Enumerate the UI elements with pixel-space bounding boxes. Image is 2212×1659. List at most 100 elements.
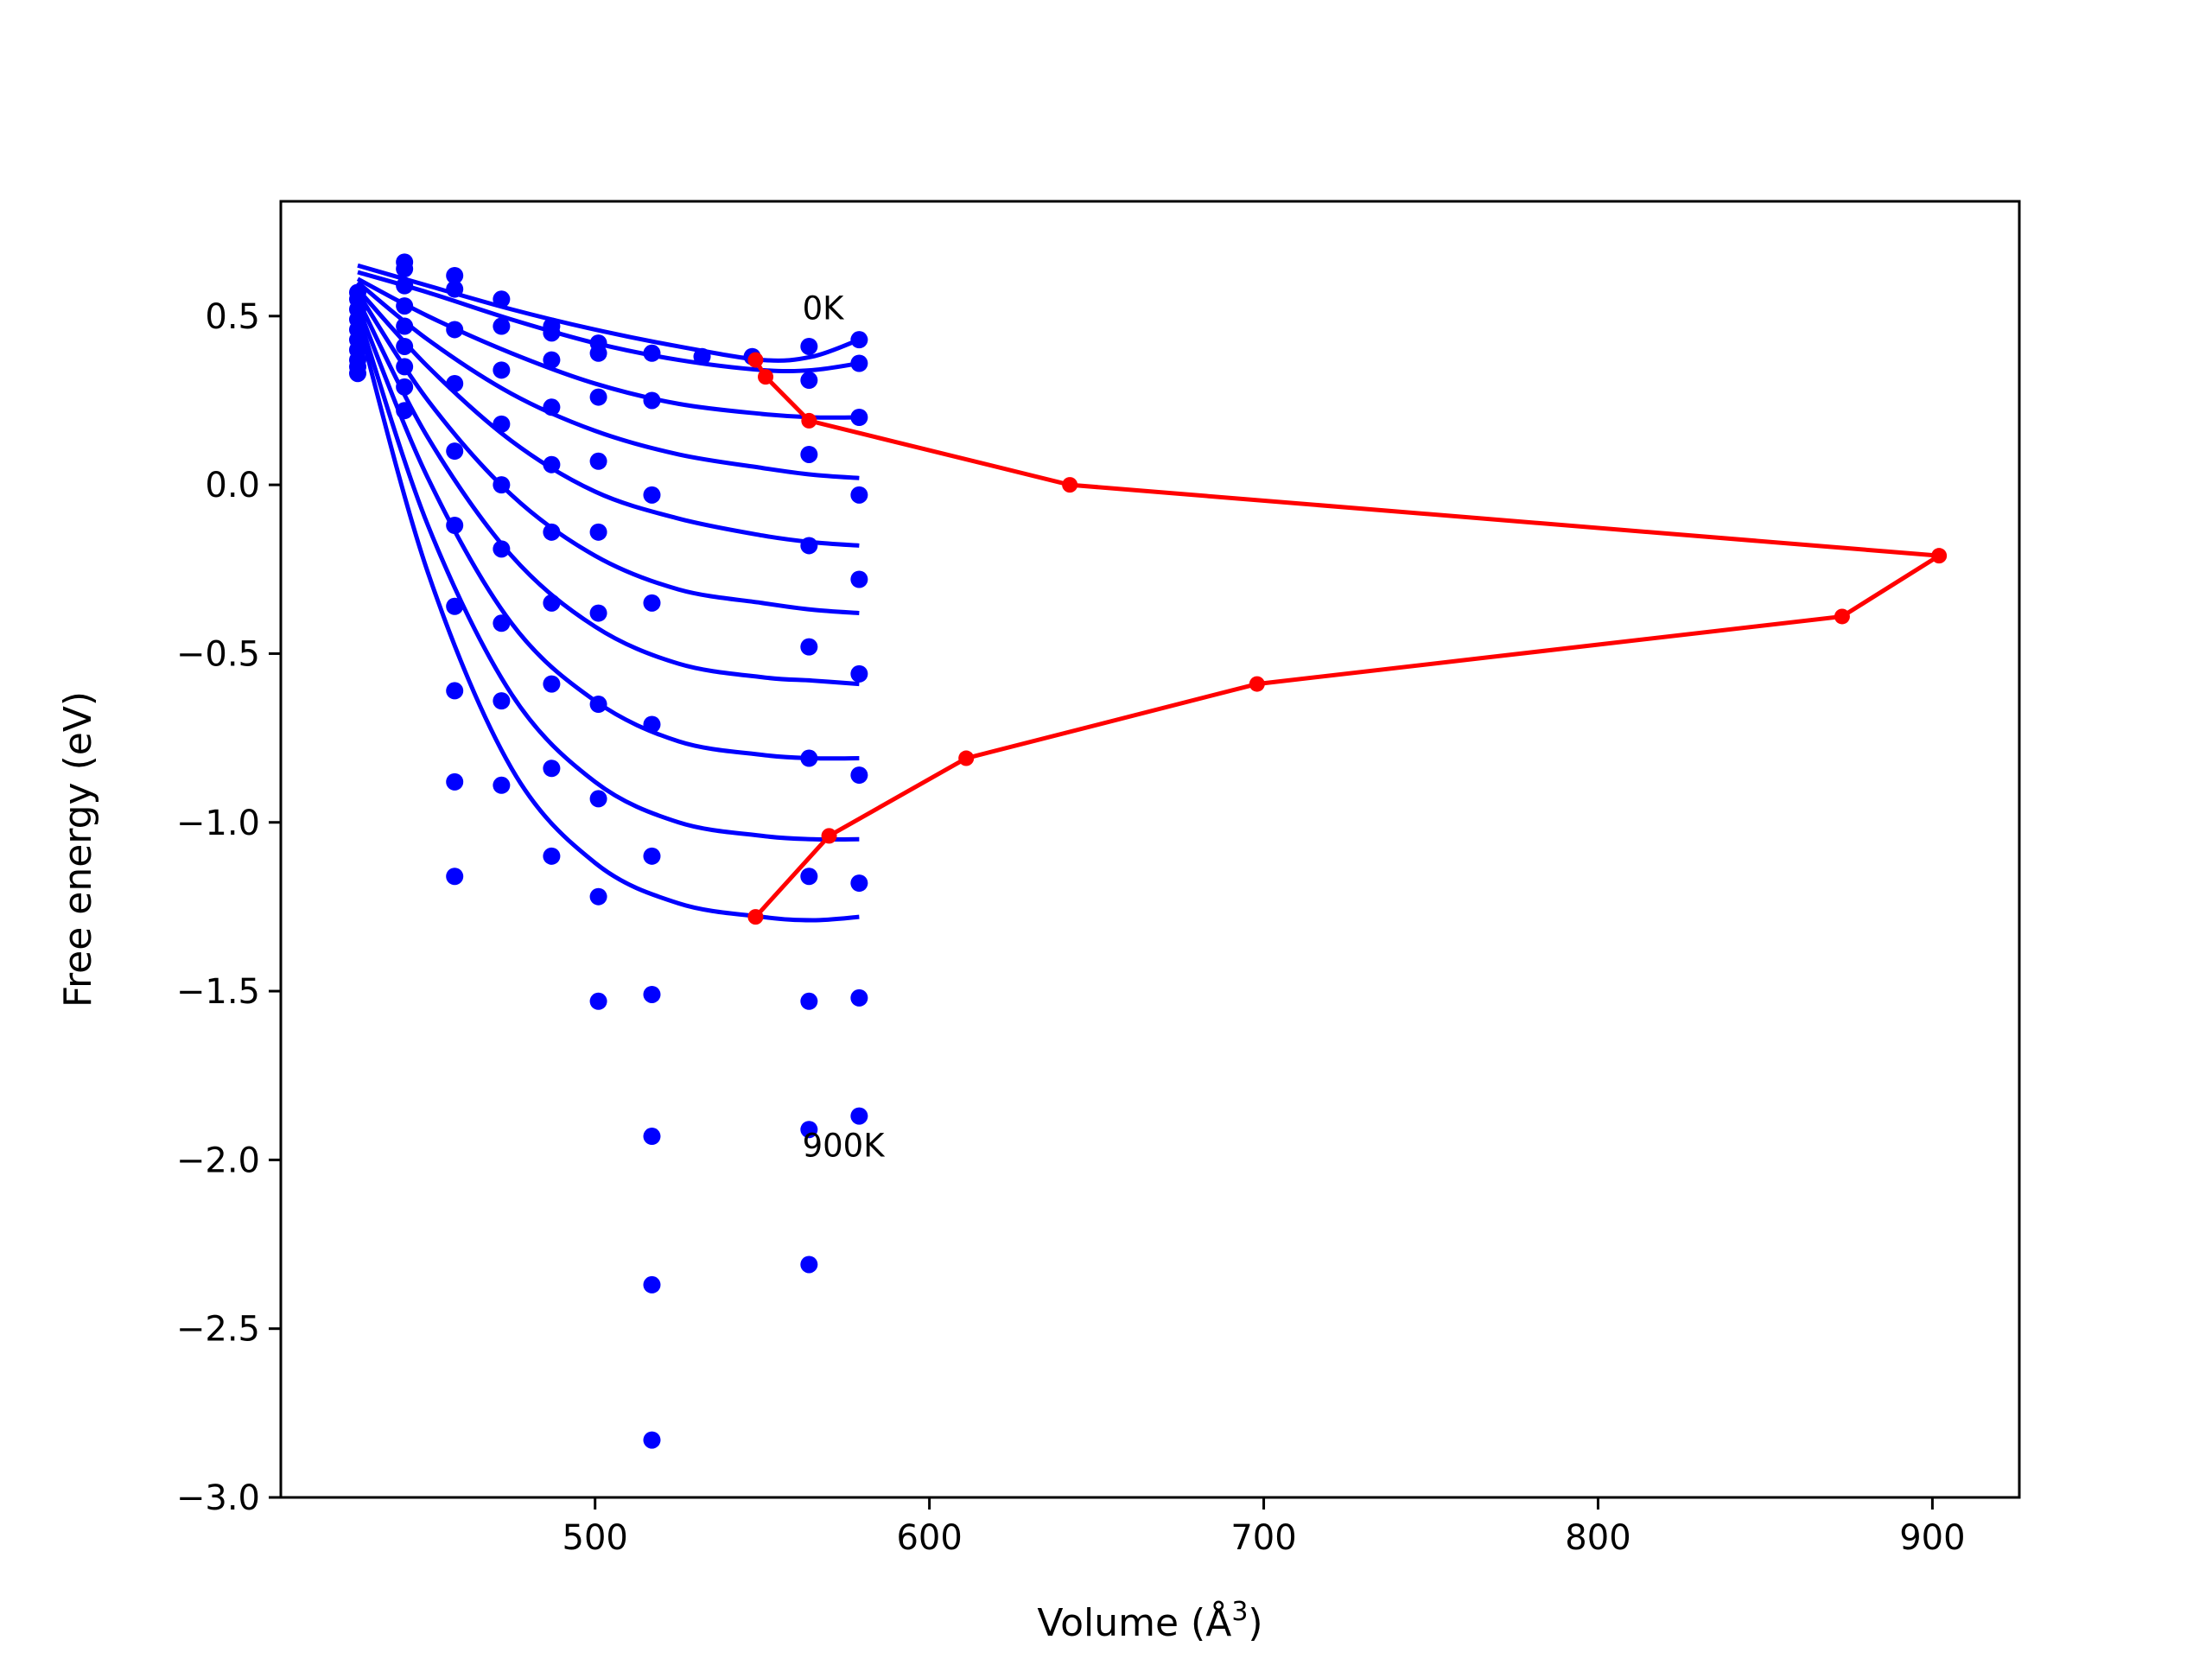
y-tick-label: −3.0 <box>176 1478 260 1518</box>
data-point <box>643 486 661 504</box>
data-point <box>800 1255 818 1274</box>
data-point <box>643 344 661 362</box>
fit-curve-3 <box>356 280 860 480</box>
data-point <box>800 337 818 355</box>
y-tick-label: −1.5 <box>176 972 260 1012</box>
data-point <box>643 1431 661 1449</box>
data-point <box>396 358 414 376</box>
data-point <box>493 776 511 794</box>
data-point <box>493 290 511 308</box>
fit-curve-5 <box>355 291 860 616</box>
data-point <box>850 664 868 683</box>
data-point <box>396 337 414 355</box>
data-point <box>396 317 414 335</box>
data-point <box>800 992 818 1010</box>
data-point <box>643 847 661 865</box>
data-point <box>850 766 868 785</box>
data-point <box>543 760 561 778</box>
data-point <box>850 331 868 349</box>
data-point <box>396 276 414 295</box>
minima-point <box>1249 676 1265 692</box>
y-axis-label: Free energy (eV) <box>56 691 100 1007</box>
data-point <box>589 790 607 808</box>
minima-point <box>1062 477 1078 493</box>
data-point <box>589 388 607 406</box>
data-point <box>589 992 607 1010</box>
data-point <box>446 772 464 791</box>
data-point <box>643 391 661 410</box>
y-tick-label: −1.0 <box>176 804 260 843</box>
y-axis-ticks: 0.5 0.0 −0.5 −1.0 −1.5 −2.0 −2.5 −3.0 <box>176 297 281 1518</box>
x-axis-label: Volume (Å3) <box>1037 1597 1262 1645</box>
data-point <box>446 374 464 392</box>
data-point <box>493 476 511 494</box>
y-tick-label: −2.5 <box>176 1310 260 1350</box>
data-point <box>800 638 818 656</box>
x-tick-label: 500 <box>563 1518 628 1558</box>
data-point <box>643 985 661 1003</box>
fit-curve-8 <box>355 312 860 842</box>
data-point <box>446 517 464 534</box>
x-tick-label: 600 <box>896 1518 962 1558</box>
data-point <box>643 1128 661 1146</box>
data-point <box>446 442 464 461</box>
y-tick-label: 0.5 <box>205 297 260 337</box>
data-point <box>800 749 818 767</box>
data-point <box>493 361 511 379</box>
annotation-label: 0K <box>803 290 846 327</box>
minima-point <box>747 909 764 925</box>
minima-point <box>747 352 764 368</box>
data-point <box>348 365 366 383</box>
fit-curve-6 <box>355 298 860 687</box>
data-point <box>850 1107 868 1125</box>
y-tick-label: −2.0 <box>176 1141 260 1180</box>
data-point <box>589 452 607 470</box>
data-point <box>396 378 414 396</box>
data-point <box>693 347 711 365</box>
x-tick-label: 700 <box>1230 1518 1296 1558</box>
data-point <box>543 847 561 865</box>
minima-point <box>958 750 975 766</box>
data-point <box>543 324 561 342</box>
minima-point <box>758 369 774 385</box>
data-point <box>850 570 868 588</box>
x-tick-label: 900 <box>1899 1518 1965 1558</box>
fit-curve-9 <box>355 319 860 923</box>
annotation-label: 900K <box>803 1127 887 1164</box>
minima-series <box>747 352 1948 925</box>
x-axis-ticks: 500 600 700 800 900 <box>563 1497 1966 1558</box>
data-point <box>800 372 818 390</box>
data-point <box>543 594 561 612</box>
data-point <box>543 675 561 693</box>
data-point <box>589 887 607 906</box>
data-point <box>493 614 511 632</box>
data-point <box>643 594 661 612</box>
data-point <box>800 868 818 886</box>
data-point <box>446 682 464 700</box>
data-point <box>493 317 511 335</box>
data-point <box>543 398 561 416</box>
data-point <box>543 455 561 474</box>
minima-point <box>801 412 817 429</box>
data-point <box>446 266 464 284</box>
fit-curve-4 <box>356 287 860 548</box>
data-point <box>446 321 464 339</box>
data-point <box>396 297 414 315</box>
data-point <box>850 874 868 893</box>
data-point <box>850 988 868 1007</box>
minima-point <box>1931 548 1948 564</box>
data-point <box>589 523 607 541</box>
data-point <box>543 523 561 541</box>
y-tick-label: 0.0 <box>205 466 260 505</box>
data-point <box>800 1121 818 1139</box>
data-point <box>800 445 818 463</box>
annotations: 0K 900K <box>803 290 887 1165</box>
data-point <box>643 715 661 734</box>
data-point <box>589 696 607 714</box>
minima-point <box>821 828 837 844</box>
fit-curves <box>355 263 861 923</box>
data-point <box>850 409 868 426</box>
data-point <box>543 351 561 369</box>
minima-line <box>753 359 1946 918</box>
data-point <box>589 604 607 622</box>
